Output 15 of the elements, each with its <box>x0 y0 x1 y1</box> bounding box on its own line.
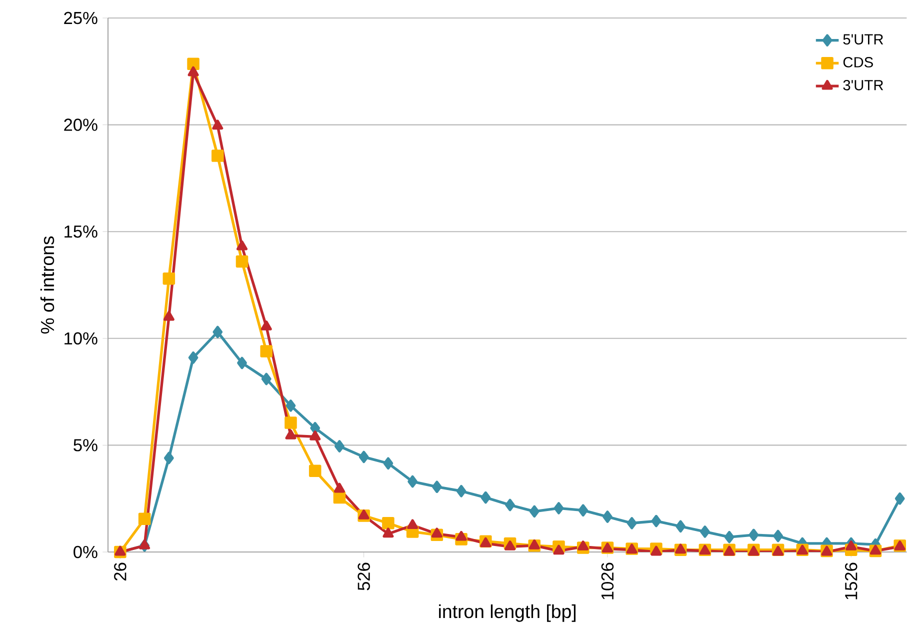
legend-label: 3'UTR <box>843 80 884 90</box>
y-axis-title: % of introns <box>40 236 54 334</box>
x-tick-label: 1026 <box>601 562 614 600</box>
y-tick-label: 0% <box>74 546 98 558</box>
y-tick-label: 5% <box>74 439 98 452</box>
legend-label: 5'UTR <box>843 34 884 45</box>
x-tick-label: 526 <box>358 562 370 590</box>
x-tick-label: 1526 <box>844 562 858 600</box>
y-tick-label: 25% <box>64 12 98 24</box>
y-tick-label: 20% <box>64 118 98 131</box>
y-tick-label: 15% <box>64 226 98 238</box>
x-axis-title: intron length [bp] <box>439 604 576 622</box>
y-tick-label: 10% <box>64 332 98 345</box>
x-tick-label: 26 <box>114 562 126 580</box>
legend-label: CDS <box>843 57 873 68</box>
